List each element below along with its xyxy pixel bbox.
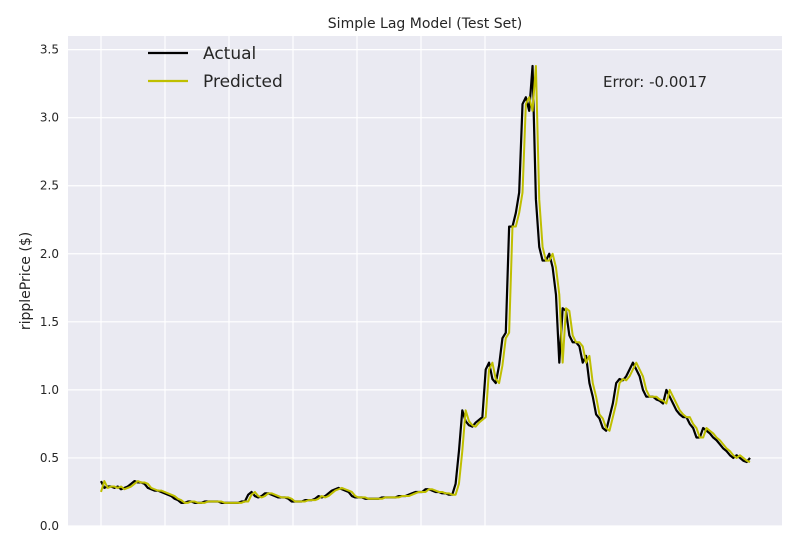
- y-tick-label: 0.5: [40, 451, 59, 465]
- series-line-predicted: [100, 64, 751, 504]
- legend-label-predicted: Predicted: [203, 72, 283, 92]
- error-annotation: Error: -0.0017: [603, 73, 707, 91]
- y-tick-label: 2.0: [40, 247, 59, 261]
- grid: [68, 36, 782, 527]
- y-tick-label: 3.0: [40, 111, 59, 125]
- y-axis-label: ripplePrice ($): [18, 232, 34, 330]
- legend-label-actual: Actual: [203, 44, 256, 64]
- y-tick-label: 3.5: [40, 43, 59, 57]
- series-lines: [100, 64, 751, 504]
- y-tick-label: 1.5: [40, 315, 59, 329]
- legend: Actual Predicted: [148, 44, 283, 92]
- y-tick-label: 0.0: [40, 519, 59, 533]
- y-tick-label: 1.0: [40, 383, 59, 397]
- y-axis-ticks: 0.0 0.5 1.0 1.5 2.0 2.5 3.0 3.5: [40, 43, 59, 533]
- chart-title: Simple Lag Model (Test Set): [328, 16, 522, 32]
- y-tick-label: 2.5: [40, 179, 59, 193]
- plot-area: [68, 36, 782, 526]
